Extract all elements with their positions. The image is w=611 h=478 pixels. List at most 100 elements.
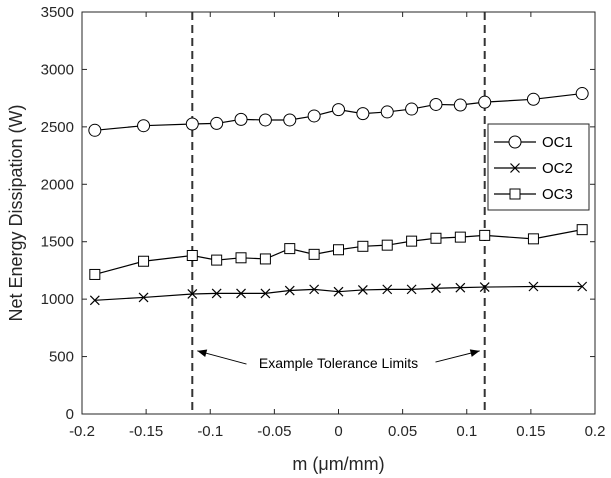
data-point: [509, 188, 521, 200]
data-point: [332, 103, 345, 117]
y-tick-label: 1500: [41, 234, 74, 251]
y-tick-label: 0: [66, 406, 74, 423]
series-oc1: [88, 87, 589, 137]
data-point: [382, 284, 393, 295]
data-point: [333, 286, 344, 297]
data-point: [429, 97, 443, 111]
data-point-stroke: [138, 292, 149, 303]
data-point: [236, 288, 246, 299]
legend-entry-oc3: OC3: [494, 186, 573, 203]
x-tick-label: -0.1: [197, 423, 223, 440]
data-point: [479, 282, 490, 293]
x-tick-label: 0.05: [388, 423, 417, 440]
data-point: [405, 102, 419, 116]
data-point: [138, 292, 149, 303]
data-point: [508, 135, 522, 149]
y-tick-label: 500: [49, 349, 74, 366]
annotation-arrowhead-left: [197, 349, 208, 357]
data-point: [577, 281, 588, 292]
legend-label: OC2: [542, 160, 573, 177]
data-point: [455, 282, 466, 293]
data-point: [89, 295, 100, 306]
x-tick-label: -0.05: [257, 423, 291, 440]
data-point: [309, 284, 320, 295]
data-point: [381, 239, 393, 251]
data-point: [454, 231, 466, 243]
tolerance-lines: [191, 12, 486, 414]
data-point: [259, 253, 271, 265]
data-point: [210, 116, 224, 130]
x-axis-title: m (μm/mm): [292, 454, 384, 474]
data-point-stroke: [309, 284, 320, 295]
data-point-stroke: [479, 282, 490, 293]
data-point: [211, 288, 222, 299]
data-point: [211, 254, 223, 266]
data-point-stroke: [406, 284, 417, 295]
x-tick-label: 0: [334, 423, 342, 440]
data-point-stroke: [431, 283, 441, 294]
legend: OC1 OC2 OC3: [487, 123, 590, 211]
data-point: [575, 87, 589, 101]
series-oc2: [89, 281, 588, 306]
data-point: [406, 235, 418, 247]
data-point: [527, 233, 539, 245]
data-point: [185, 117, 199, 131]
data-point: [186, 249, 198, 261]
data-point: [528, 281, 539, 292]
data-point-stroke: [284, 285, 295, 296]
data-point: [380, 105, 394, 119]
data-point: [234, 112, 248, 126]
y-tick-label: 3000: [41, 61, 74, 78]
data-point: [138, 255, 150, 267]
data-point-stroke: [260, 288, 271, 299]
y-tick-label: 3500: [41, 4, 74, 21]
data-point-stroke: [510, 163, 520, 173]
legend-entry-oc2: OC2: [494, 160, 573, 177]
tolerance-annotation: Example Tolerance Limits: [197, 349, 480, 371]
data-point-stroke: [528, 281, 539, 292]
data-point: [406, 284, 417, 295]
legend-box: [487, 123, 590, 211]
x-tick-label: 0.15: [516, 423, 545, 440]
data-point-stroke: [577, 281, 588, 292]
y-axis: 0 500 1000 1500 2000 2500 3000 3500: [41, 4, 595, 423]
data-point: [137, 119, 151, 133]
data-point: [283, 113, 297, 127]
y-axis-title: Net Energy Dissipation (W): [6, 104, 26, 321]
series-oc3: [89, 224, 588, 280]
data-point: [357, 240, 369, 252]
y-tick-label: 2500: [41, 119, 74, 136]
data-point-stroke: [211, 288, 222, 299]
data-point: [284, 243, 296, 255]
y-tick-label: 1000: [41, 291, 74, 308]
data-point-stroke: [382, 284, 393, 295]
x-tick-label: 0.2: [585, 423, 606, 440]
legend-label: OC3: [542, 186, 573, 203]
data-point: [510, 163, 520, 173]
x-tick-label: 0.1: [456, 423, 477, 440]
data-point-stroke: [89, 295, 100, 306]
data-point: [284, 285, 295, 296]
x-tick-label: -0.2: [69, 423, 95, 440]
annotation-label: Example Tolerance Limits: [259, 355, 418, 371]
data-point: [356, 107, 370, 121]
data-point-stroke: [455, 282, 466, 293]
data-point: [260, 288, 271, 299]
data-point: [187, 289, 198, 299]
data-point: [357, 285, 368, 295]
data-point: [431, 283, 441, 294]
x-axis: -0.2 -0.15 -0.1 -0.05 0 0.05 0.1 0.15 0.2: [69, 12, 605, 440]
data-point: [258, 113, 272, 127]
data-point: [235, 252, 247, 264]
data-point: [479, 229, 491, 241]
data-point: [453, 98, 467, 112]
data-point-stroke: [236, 288, 246, 299]
data-point: [478, 95, 492, 109]
data-point: [307, 109, 321, 123]
data-point: [526, 92, 540, 106]
data-point-stroke: [187, 289, 198, 299]
data-point: [430, 232, 442, 244]
legend-label: OC1: [542, 134, 573, 151]
